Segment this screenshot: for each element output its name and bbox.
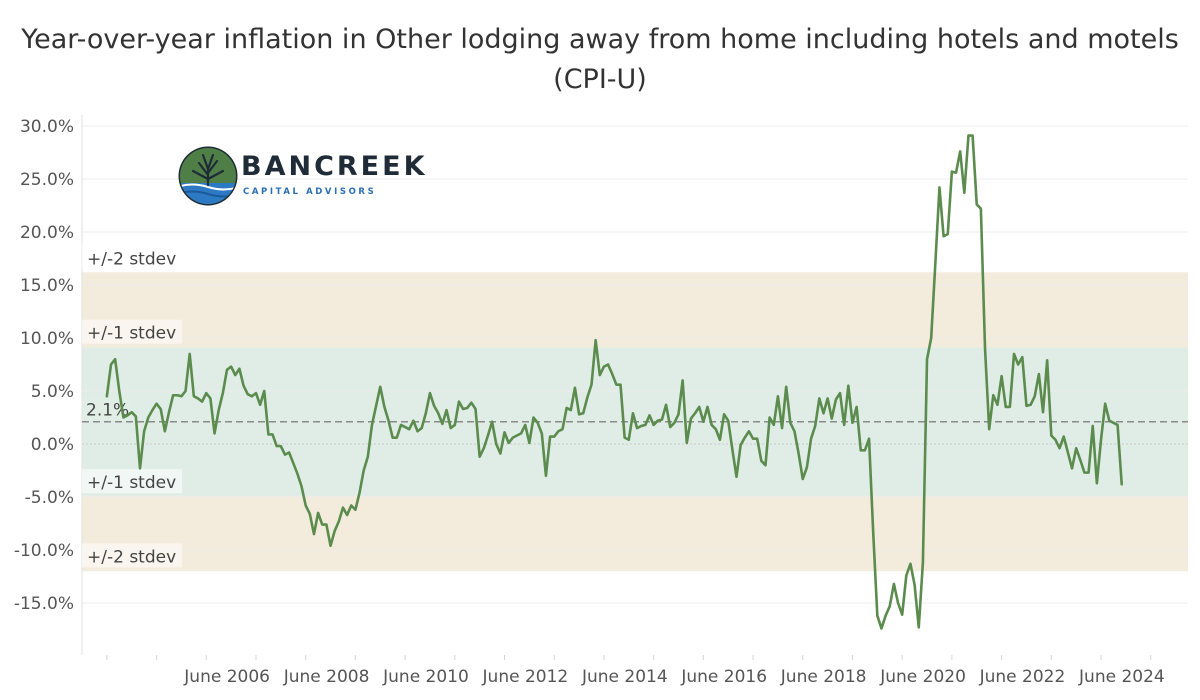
x-tick-label: June 2014 — [581, 667, 668, 687]
x-tick-label: June 2020 — [879, 667, 966, 687]
y-tick-label: 10.0% — [20, 329, 74, 349]
bancreek-logo: BANCREEK CAPITAL ADVISORS — [177, 145, 425, 209]
y-tick-label: 25.0% — [20, 170, 74, 190]
y-tick-label: -10.0% — [14, 541, 74, 561]
x-tick-label: June 2006 — [183, 667, 270, 687]
band-labels: +/-2 stdev +/-1 stdev +/-1 stdev +/-2 stdev — [82, 245, 182, 568]
band-label-bg — [82, 245, 182, 270]
y-tick-label: 0.0% — [31, 435, 74, 455]
x-tick-label: June 2018 — [780, 667, 867, 687]
y-tick-label: 20.0% — [20, 223, 74, 243]
x-tick-label: June 2022 — [979, 667, 1066, 687]
x-tick-label: June 2008 — [283, 667, 370, 687]
y-tick-label: 5.0% — [31, 382, 74, 402]
series-line — [105, 134, 1124, 630]
band-label-bg — [82, 319, 182, 344]
logo-name: BANCREEK — [241, 151, 428, 182]
band-label: +/-2 stdev — [87, 250, 176, 270]
mean-label: 2.1% — [86, 401, 129, 421]
band-label: +/-1 stdev — [87, 473, 176, 493]
band-label: +/-2 stdev — [87, 547, 176, 567]
y-tick-label: 30.0% — [20, 117, 74, 137]
band-label: +/-1 stdev — [87, 324, 176, 344]
x-tick-label: June 2024 — [1078, 667, 1165, 687]
x-tick-label: June 2016 — [680, 667, 767, 687]
chart-title: Year-over-year inflation in Other lodgin… — [21, 24, 1179, 95]
mean-label-bg — [82, 397, 132, 420]
series-layer — [105, 134, 1124, 630]
y-tick-label: 15.0% — [20, 276, 74, 296]
band-label-bg — [82, 469, 182, 494]
x-tick-label: June 2010 — [382, 667, 469, 687]
x-axis: June 2006 June 2008 June 2010 June 2012 June… — [106, 655, 1165, 687]
x-tick-label: June 2012 — [482, 667, 569, 687]
tree-logo-icon — [178, 146, 238, 206]
logo-subtitle: CAPITAL ADVISORS — [243, 187, 377, 197]
y-tick-label: -15.0% — [14, 594, 74, 614]
y-tick-label: -5.0% — [25, 488, 74, 508]
band-label-bg — [82, 543, 182, 568]
y-axis: 30.0% 25.0% 20.0% 15.0% 10.0% 5.0% 0.0% -5.0% -1… — [14, 117, 74, 614]
